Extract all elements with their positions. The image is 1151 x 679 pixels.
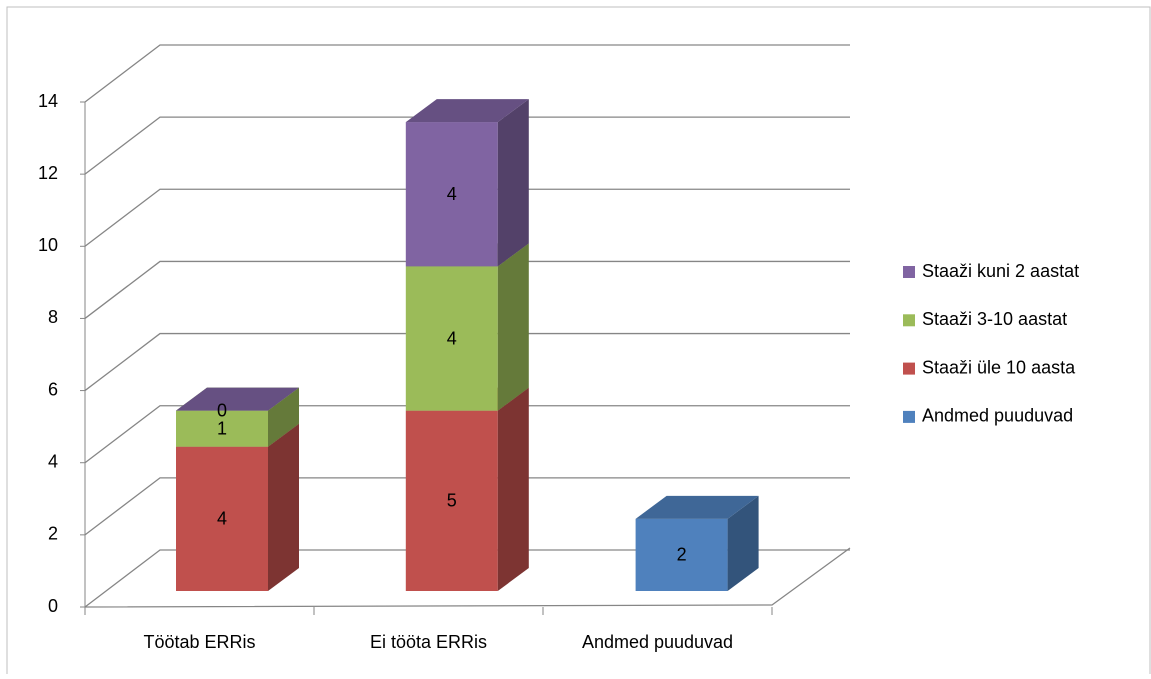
y-tick-label: 14 bbox=[38, 91, 58, 111]
bar-side bbox=[497, 243, 529, 411]
bar-segment bbox=[405, 99, 529, 267]
data-label: 4 bbox=[447, 184, 457, 204]
grid-line bbox=[84, 332, 850, 392]
data-label: 1 bbox=[217, 418, 227, 438]
bar-top bbox=[176, 387, 299, 411]
y-tick-label: 2 bbox=[48, 524, 58, 544]
bar-front bbox=[405, 266, 498, 411]
y-tick-label: 6 bbox=[48, 379, 58, 399]
grid-line bbox=[84, 477, 850, 536]
legend-label: Staaži kuni 2 aastat bbox=[922, 261, 1079, 281]
bar-side bbox=[268, 423, 299, 591]
chart-border bbox=[6, 6, 1151, 674]
legend-label: Staaži 3-10 aastat bbox=[922, 309, 1067, 329]
legend-label: Staaži üle 10 aasta bbox=[922, 357, 1076, 377]
grid-line bbox=[84, 549, 850, 608]
y-tick-label: 12 bbox=[38, 163, 58, 183]
bar-front bbox=[176, 446, 268, 591]
y-tick-label: 8 bbox=[48, 307, 58, 327]
bar-segment bbox=[405, 243, 529, 411]
bar-segment bbox=[405, 387, 529, 591]
y-tick-label: 0 bbox=[48, 596, 58, 616]
grid-line bbox=[84, 188, 850, 247]
legend-swatch bbox=[903, 362, 915, 375]
bar-front bbox=[405, 410, 498, 591]
bar-segment bbox=[176, 387, 299, 411]
data-label: 4 bbox=[217, 509, 227, 529]
data-label: 5 bbox=[447, 491, 457, 511]
legend-swatch bbox=[903, 314, 915, 327]
legend-swatch bbox=[903, 410, 915, 423]
x-tick-label: Andmed puuduvad bbox=[582, 632, 733, 652]
bar-front bbox=[405, 122, 498, 267]
data-label: 2 bbox=[677, 545, 687, 565]
bar-side bbox=[497, 387, 529, 591]
legend-swatch bbox=[903, 266, 915, 278]
grid-line bbox=[84, 260, 850, 319]
bar-front bbox=[176, 410, 268, 447]
data-label: 4 bbox=[447, 328, 457, 348]
bar-side bbox=[497, 99, 529, 267]
bar-top bbox=[635, 495, 759, 519]
floor bbox=[84, 547, 851, 608]
data-label: 0 bbox=[217, 400, 227, 420]
x-tick-label: Töötab ERRis bbox=[143, 632, 255, 652]
y-tick-label: 10 bbox=[38, 235, 58, 255]
bar-top bbox=[405, 99, 529, 123]
x-tick-label: Ei tööta ERRis bbox=[370, 632, 487, 652]
grid-line bbox=[84, 116, 850, 175]
bar-side bbox=[268, 387, 299, 447]
bar-side bbox=[727, 495, 759, 591]
bar-segment bbox=[635, 495, 759, 591]
legend-label: Andmed puuduvad bbox=[922, 406, 1073, 426]
y-tick-label: 4 bbox=[48, 451, 58, 471]
bar-front bbox=[635, 518, 728, 591]
bar-segment bbox=[176, 423, 299, 591]
grid-line bbox=[84, 44, 850, 103]
grid-line bbox=[84, 405, 850, 464]
